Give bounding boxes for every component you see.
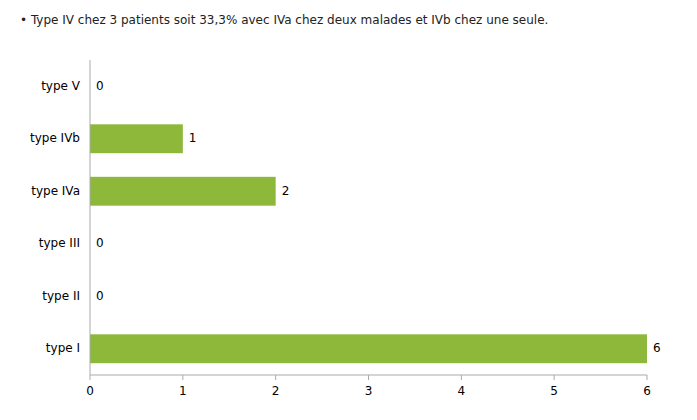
bar [90,124,183,153]
x-tick-label: 0 [86,384,94,398]
x-tick-label: 1 [179,384,187,398]
bar [90,334,647,363]
x-tick [554,375,555,380]
category-label: type IVa [31,184,80,198]
x-tick-label: 2 [272,384,280,398]
x-tick [90,375,91,380]
data-label: 0 [96,79,104,93]
x-tick [275,375,276,380]
x-tick [647,375,648,380]
data-label: 2 [282,184,290,198]
x-tick [182,375,183,380]
x-tick-label: 5 [550,384,558,398]
chart-container: • Type IV chez 3 patients soit 33,3% ave… [0,0,697,420]
x-tick-label: 4 [458,384,466,398]
x-tick-label: 3 [365,384,373,398]
x-tick-label: 6 [643,384,651,398]
x-tick [461,375,462,380]
category-label: type III [39,236,80,250]
data-label: 6 [653,341,661,355]
category-label: type V [41,79,81,93]
category-label: type IVb [30,131,80,145]
bar [90,177,276,206]
bars [90,124,647,363]
y-axis-line [90,60,91,375]
category-label: type II [42,289,80,303]
x-tick [368,375,369,380]
data-label: 1 [189,131,197,145]
annotation: • Type IV chez 3 patients soit 33,3% ave… [20,13,548,27]
category-label: type I [46,341,80,355]
data-label: 0 [96,236,104,250]
data-label: 0 [96,289,104,303]
chart: • Type IV chez 3 patients soit 33,3% ave… [0,0,697,420]
